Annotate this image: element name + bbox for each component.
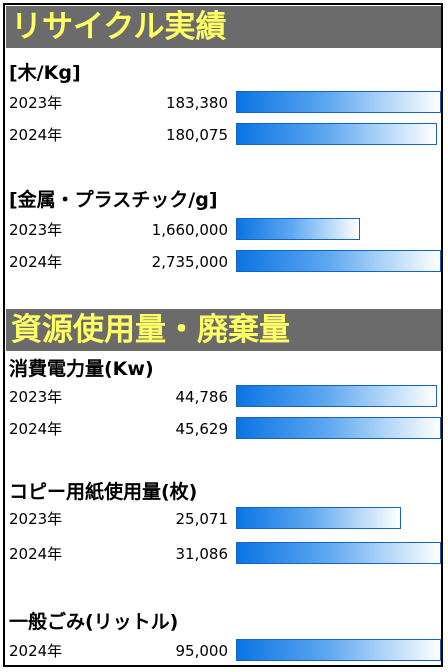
group-title-power: 消費電力量(Kw) (9, 358, 154, 380)
row-value: 1,660,000 (151, 221, 228, 239)
data-bar (236, 218, 360, 240)
table-row: 2023年 183,380 (6, 87, 441, 119)
table-row: 2023年 44,786 (6, 381, 441, 413)
row-year: 2024年 (9, 126, 63, 144)
section-banner-resource: 資源使用量・廃棄量 (6, 309, 441, 351)
table-row: 2024年 31,086 (6, 538, 441, 570)
row-year: 2024年 (9, 253, 63, 271)
section-banner-recycle: リサイクル実績 (6, 6, 441, 48)
data-bar (236, 507, 401, 529)
report-sheet: リサイクル実績 [木/Kg] 2023年 183,380 2024年 180,0… (3, 3, 443, 667)
table-row: 2024年 180,075 (6, 119, 441, 151)
group-title-metal-plastic: [金属・プラスチック/g] (9, 189, 218, 211)
table-row: 2024年 2,735,000 (6, 246, 441, 278)
row-value: 183,380 (165, 94, 228, 112)
row-value: 2,735,000 (151, 253, 228, 271)
row-year: 2024年 (9, 642, 63, 660)
section-title-recycle: リサイクル実績 (11, 9, 227, 45)
table-row: 2024年 95,000 (6, 635, 441, 665)
data-bar (236, 542, 441, 564)
table-row: 2023年 25,071 (6, 503, 441, 535)
row-year: 2023年 (9, 388, 63, 406)
row-value: 25,071 (175, 510, 229, 528)
group-title-wood: [木/Kg] (9, 62, 81, 84)
row-year: 2023年 (9, 221, 63, 239)
row-year: 2023年 (9, 510, 63, 528)
group-title-general-waste: 一般ごみ(リットル) (9, 611, 179, 633)
data-bar (236, 639, 441, 661)
row-value: 31,086 (175, 545, 229, 563)
row-value: 45,629 (175, 420, 229, 438)
data-bar (236, 123, 437, 145)
row-year: 2024年 (9, 545, 63, 563)
row-year: 2024年 (9, 420, 63, 438)
row-value: 180,075 (165, 126, 228, 144)
data-bar (236, 250, 441, 272)
table-row: 2024年 45,629 (6, 413, 441, 445)
table-row: 2023年 1,660,000 (6, 214, 441, 246)
row-year: 2023年 (9, 94, 63, 112)
row-value: 95,000 (175, 642, 229, 660)
section-title-resource: 資源使用量・廃棄量 (11, 312, 290, 348)
data-bar (236, 385, 437, 407)
data-bar (236, 91, 441, 113)
data-bar (236, 417, 441, 439)
row-value: 44,786 (175, 388, 229, 406)
group-title-copy-paper: コピー用紙使用量(枚) (9, 481, 198, 503)
